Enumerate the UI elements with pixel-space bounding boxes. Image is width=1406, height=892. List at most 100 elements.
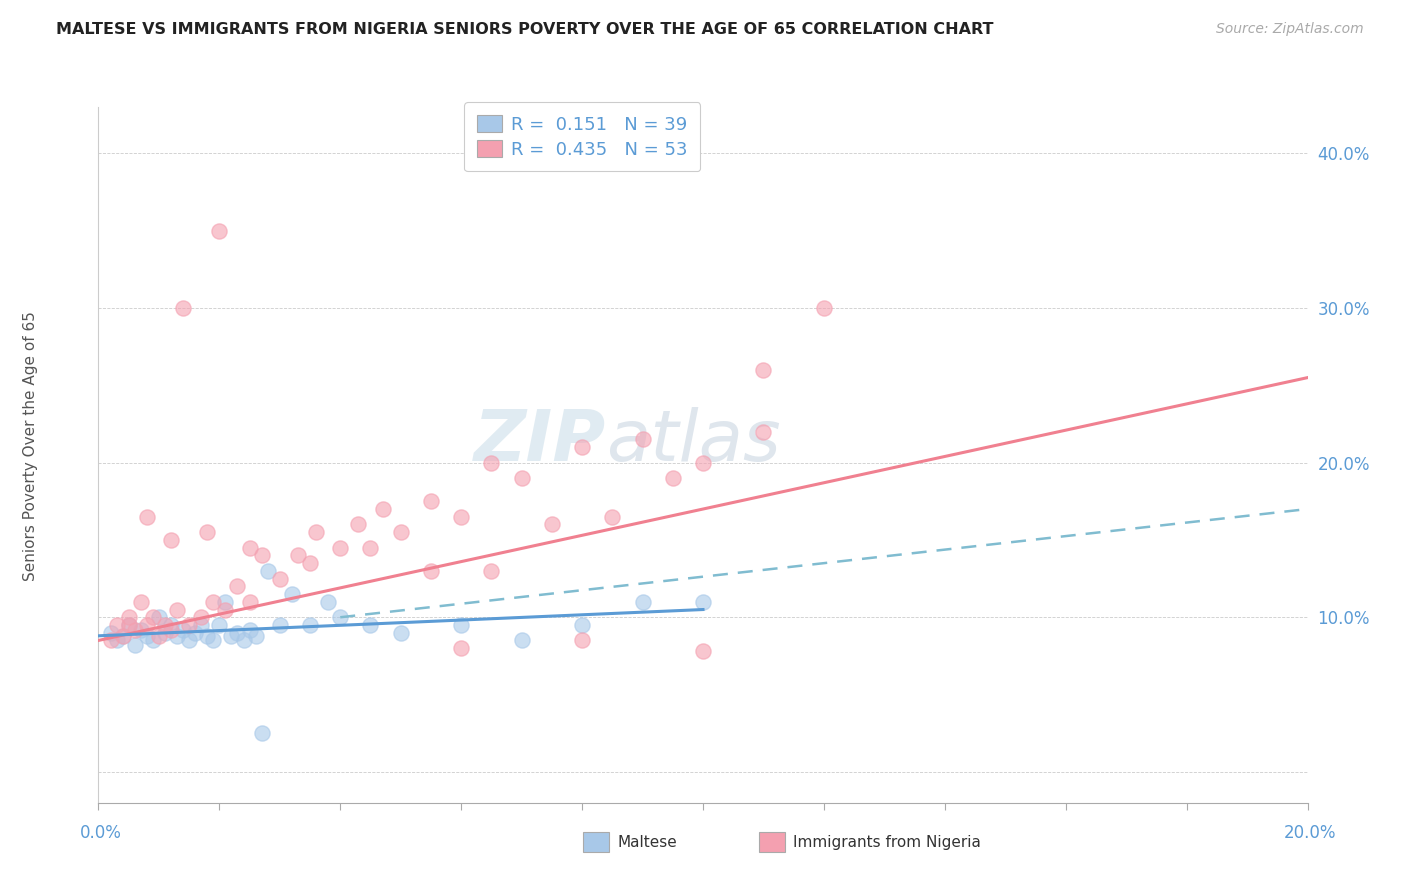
Point bbox=[305, 525, 328, 540]
Point bbox=[195, 629, 218, 643]
Point bbox=[510, 633, 533, 648]
Point bbox=[226, 579, 249, 593]
Point bbox=[269, 572, 291, 586]
Point bbox=[148, 610, 170, 624]
Point bbox=[752, 425, 775, 439]
Point bbox=[245, 629, 267, 643]
Point bbox=[195, 525, 218, 540]
Point bbox=[160, 623, 183, 637]
Point bbox=[100, 633, 122, 648]
Point bbox=[250, 549, 273, 563]
Point bbox=[692, 595, 714, 609]
Point bbox=[172, 623, 194, 637]
Point bbox=[208, 224, 231, 238]
Point bbox=[299, 618, 322, 632]
Point bbox=[214, 595, 236, 609]
Point bbox=[389, 525, 412, 540]
Point bbox=[118, 618, 141, 632]
Point bbox=[329, 541, 352, 555]
Point bbox=[153, 625, 176, 640]
Point bbox=[256, 564, 278, 578]
Point bbox=[371, 502, 394, 516]
Point bbox=[172, 301, 194, 315]
Point bbox=[226, 625, 249, 640]
Point bbox=[135, 629, 157, 643]
Legend: R =  0.151   N = 39, R =  0.435   N = 53: R = 0.151 N = 39, R = 0.435 N = 53 bbox=[464, 103, 700, 171]
Point bbox=[118, 618, 141, 632]
Point bbox=[214, 602, 236, 616]
Text: Source: ZipAtlas.com: Source: ZipAtlas.com bbox=[1216, 22, 1364, 37]
Point bbox=[269, 618, 291, 632]
Point bbox=[239, 541, 262, 555]
Point bbox=[510, 471, 533, 485]
Text: Immigrants from Nigeria: Immigrants from Nigeria bbox=[793, 835, 981, 849]
Point bbox=[142, 633, 165, 648]
Point bbox=[100, 625, 122, 640]
Point bbox=[481, 564, 503, 578]
Point bbox=[166, 602, 188, 616]
Text: 20.0%: 20.0% bbox=[1284, 824, 1337, 842]
Point bbox=[184, 625, 207, 640]
Point bbox=[124, 638, 146, 652]
Point bbox=[124, 623, 146, 637]
Point bbox=[190, 610, 212, 624]
Point bbox=[287, 549, 309, 563]
Point bbox=[571, 440, 593, 454]
Point bbox=[347, 517, 370, 532]
Point bbox=[239, 595, 262, 609]
Point bbox=[232, 633, 254, 648]
Point bbox=[118, 610, 141, 624]
Point bbox=[166, 629, 188, 643]
Point bbox=[752, 363, 775, 377]
Point bbox=[129, 623, 152, 637]
Point bbox=[105, 618, 128, 632]
Text: Maltese: Maltese bbox=[617, 835, 676, 849]
Point bbox=[250, 726, 273, 740]
Point bbox=[177, 618, 201, 632]
Text: ZIP: ZIP bbox=[474, 407, 606, 475]
Point bbox=[481, 456, 503, 470]
Point bbox=[202, 633, 225, 648]
Point bbox=[813, 301, 835, 315]
Point bbox=[419, 564, 441, 578]
Point bbox=[160, 533, 183, 547]
Point bbox=[450, 618, 472, 632]
Point bbox=[450, 509, 472, 524]
Point bbox=[160, 618, 183, 632]
Point bbox=[142, 610, 165, 624]
Text: Seniors Poverty Over the Age of 65: Seniors Poverty Over the Age of 65 bbox=[24, 311, 38, 581]
Point bbox=[631, 433, 654, 447]
Text: MALTESE VS IMMIGRANTS FROM NIGERIA SENIORS POVERTY OVER THE AGE OF 65 CORRELATIO: MALTESE VS IMMIGRANTS FROM NIGERIA SENIO… bbox=[56, 22, 994, 37]
Point bbox=[692, 644, 714, 658]
Point bbox=[316, 595, 339, 609]
Point bbox=[571, 633, 593, 648]
Point bbox=[602, 509, 624, 524]
Point bbox=[360, 618, 382, 632]
Point bbox=[208, 618, 231, 632]
Point bbox=[299, 556, 322, 570]
Point bbox=[419, 494, 441, 508]
Point bbox=[540, 517, 562, 532]
Point bbox=[148, 629, 170, 643]
Point bbox=[177, 633, 201, 648]
Point bbox=[692, 456, 714, 470]
Point bbox=[360, 541, 382, 555]
Point bbox=[281, 587, 304, 601]
Point bbox=[202, 595, 225, 609]
Point bbox=[153, 618, 176, 632]
Point bbox=[111, 629, 134, 643]
Point bbox=[631, 595, 654, 609]
Point bbox=[450, 641, 472, 656]
Point bbox=[190, 618, 212, 632]
Point bbox=[329, 610, 352, 624]
Point bbox=[571, 618, 593, 632]
Text: 0.0%: 0.0% bbox=[80, 824, 122, 842]
Point bbox=[129, 595, 152, 609]
Point bbox=[389, 625, 412, 640]
Point bbox=[221, 629, 243, 643]
Point bbox=[135, 509, 157, 524]
Point bbox=[111, 629, 134, 643]
Point bbox=[135, 618, 157, 632]
Point bbox=[239, 623, 262, 637]
Text: atlas: atlas bbox=[606, 407, 780, 475]
